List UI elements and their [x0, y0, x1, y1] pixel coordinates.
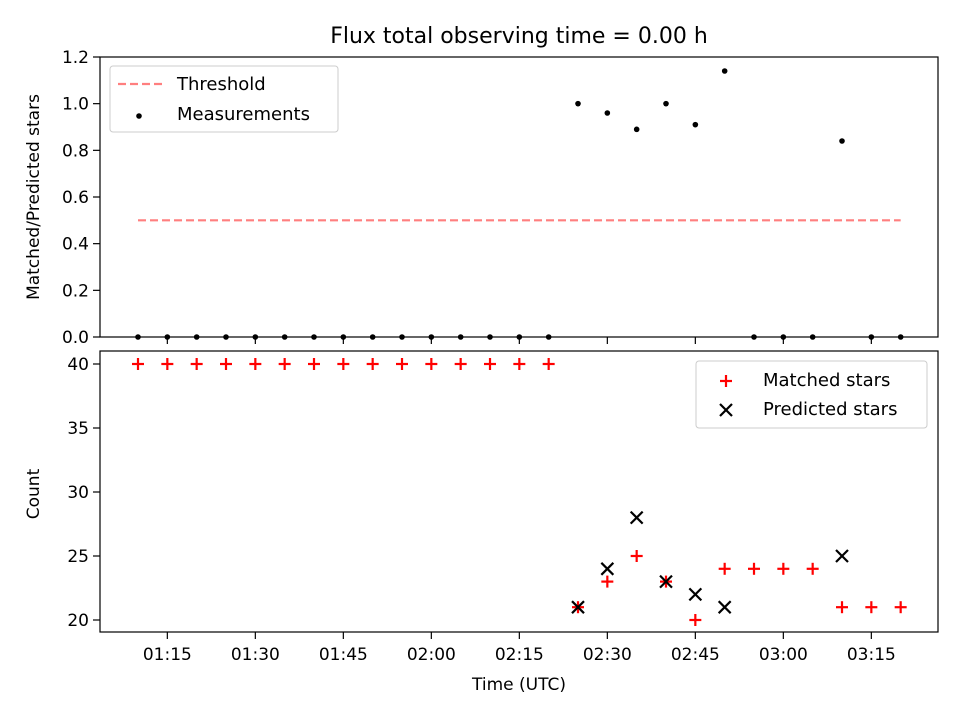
x-tick-label: 03:00 — [759, 645, 808, 665]
top-y-axis-label: Matched/Predicted stars — [24, 94, 44, 300]
measurements-legend-label: Measurements — [177, 104, 310, 125]
predicted-star-point — [659, 574, 673, 589]
x-tick-label: 02:15 — [495, 645, 544, 665]
bottom-y-ticks: 20 25 30 35 40 — [67, 355, 100, 631]
y-tick-label: 35 — [67, 419, 89, 439]
matched-star-point — [425, 358, 438, 370]
predicted-star-point — [688, 587, 703, 602]
top-legend: Threshold Measurements — [109, 65, 339, 133]
matched-legend-marker — [720, 375, 732, 387]
top-y-ticks: 0.0 0.2 0.4 0.6 0.8 1.0 1.2 — [62, 48, 100, 348]
measurement-point — [575, 100, 581, 107]
matched-star-point — [542, 358, 555, 370]
x-axis-label: Time (UTC) — [471, 675, 566, 695]
y-tick-label: 1.2 — [62, 48, 89, 68]
y-tick-label: 0.2 — [62, 281, 89, 301]
matched-star-point — [601, 575, 614, 588]
matched-star-point — [865, 601, 878, 614]
matched-star-point — [894, 601, 907, 614]
matched-star-point — [806, 562, 819, 575]
bottom-plot-frame — [99, 350, 939, 633]
predicted-legend-label: Predicted stars — [763, 399, 897, 420]
matched-star-point — [484, 358, 497, 370]
x-tick-label: 02:00 — [407, 645, 456, 665]
matched-legend-label: Matched stars — [763, 370, 890, 391]
matched-star-point — [748, 562, 761, 575]
matched-star-point — [249, 358, 262, 370]
measurements-legend-marker — [136, 113, 142, 119]
measurement-points — [135, 68, 904, 340]
x-tick-label: 01:15 — [143, 645, 192, 665]
y-tick-label: 20 — [67, 611, 89, 631]
x-tick-label: 01:30 — [231, 645, 280, 665]
top-panel: 0.0 0.2 0.4 0.6 0.8 1.0 1.2 Matched/Predicted … — [24, 48, 939, 348]
matched-star-point — [278, 358, 291, 370]
top-plot-frame — [99, 56, 939, 338]
predicted-legend-marker — [719, 403, 733, 417]
predicted-star-point — [571, 600, 585, 614]
matched-star-point — [513, 358, 526, 370]
matched-star-point — [190, 358, 203, 370]
bottom-legend-box — [695, 360, 928, 429]
measurement-point — [721, 68, 728, 74]
matched-star-point — [777, 562, 790, 575]
y-tick-label: 30 — [67, 483, 89, 503]
predicted-star-point — [835, 549, 849, 563]
measurement-point — [839, 138, 845, 144]
y-tick-label: 0.8 — [62, 141, 89, 161]
matched-star-point — [337, 358, 350, 370]
y-tick-label: 40 — [67, 355, 89, 375]
bottom-x-ticks: 01:15 01:30 01:45 02:00 02:15 02:30 02:45 03:00… — [143, 632, 896, 665]
matched-star-point — [718, 562, 731, 575]
threshold-legend-label: Threshold — [176, 74, 266, 95]
chart-title: Flux total observing time = 0.00 h — [330, 24, 708, 49]
top-x-ticks — [166, 337, 872, 344]
measurement-point — [692, 121, 699, 128]
matched-star-point — [161, 358, 174, 370]
y-tick-label: 1.0 — [62, 95, 89, 115]
matched-star-point — [630, 550, 643, 562]
matched-star-point — [454, 358, 467, 370]
matched-star-point — [132, 358, 144, 370]
x-tick-label: 02:45 — [671, 645, 720, 665]
matched-star-point — [396, 358, 409, 370]
star-count-points — [132, 358, 907, 626]
predicted-star-point — [717, 600, 732, 614]
matched-star-point — [836, 601, 849, 614]
x-tick-label: 02:30 — [583, 645, 632, 665]
y-tick-label: 0.0 — [62, 328, 89, 348]
y-tick-label: 0.4 — [62, 235, 89, 255]
predicted-star-point — [629, 510, 644, 525]
matched-star-point — [220, 358, 233, 370]
y-tick-label: 25 — [67, 547, 89, 567]
measurement-point — [633, 126, 640, 133]
matched-star-point — [366, 358, 379, 370]
bottom-panel: 20 25 30 35 40 01:15 01:30 01:45 02:00 02:15 02:3… — [24, 350, 939, 695]
measurement-point — [604, 110, 611, 116]
predicted-star-point — [600, 562, 615, 576]
x-tick-label: 01:45 — [319, 645, 368, 665]
y-tick-label: 0.6 — [62, 188, 89, 208]
bottom-legend: Matched stars Predicted stars — [695, 360, 928, 429]
matched-star-point — [689, 614, 702, 626]
top-legend-box — [109, 65, 339, 133]
x-tick-label: 03:15 — [847, 645, 896, 665]
matched-star-point — [308, 358, 321, 370]
bottom-y-axis-label: Count — [24, 468, 44, 519]
measurement-point — [663, 100, 669, 107]
